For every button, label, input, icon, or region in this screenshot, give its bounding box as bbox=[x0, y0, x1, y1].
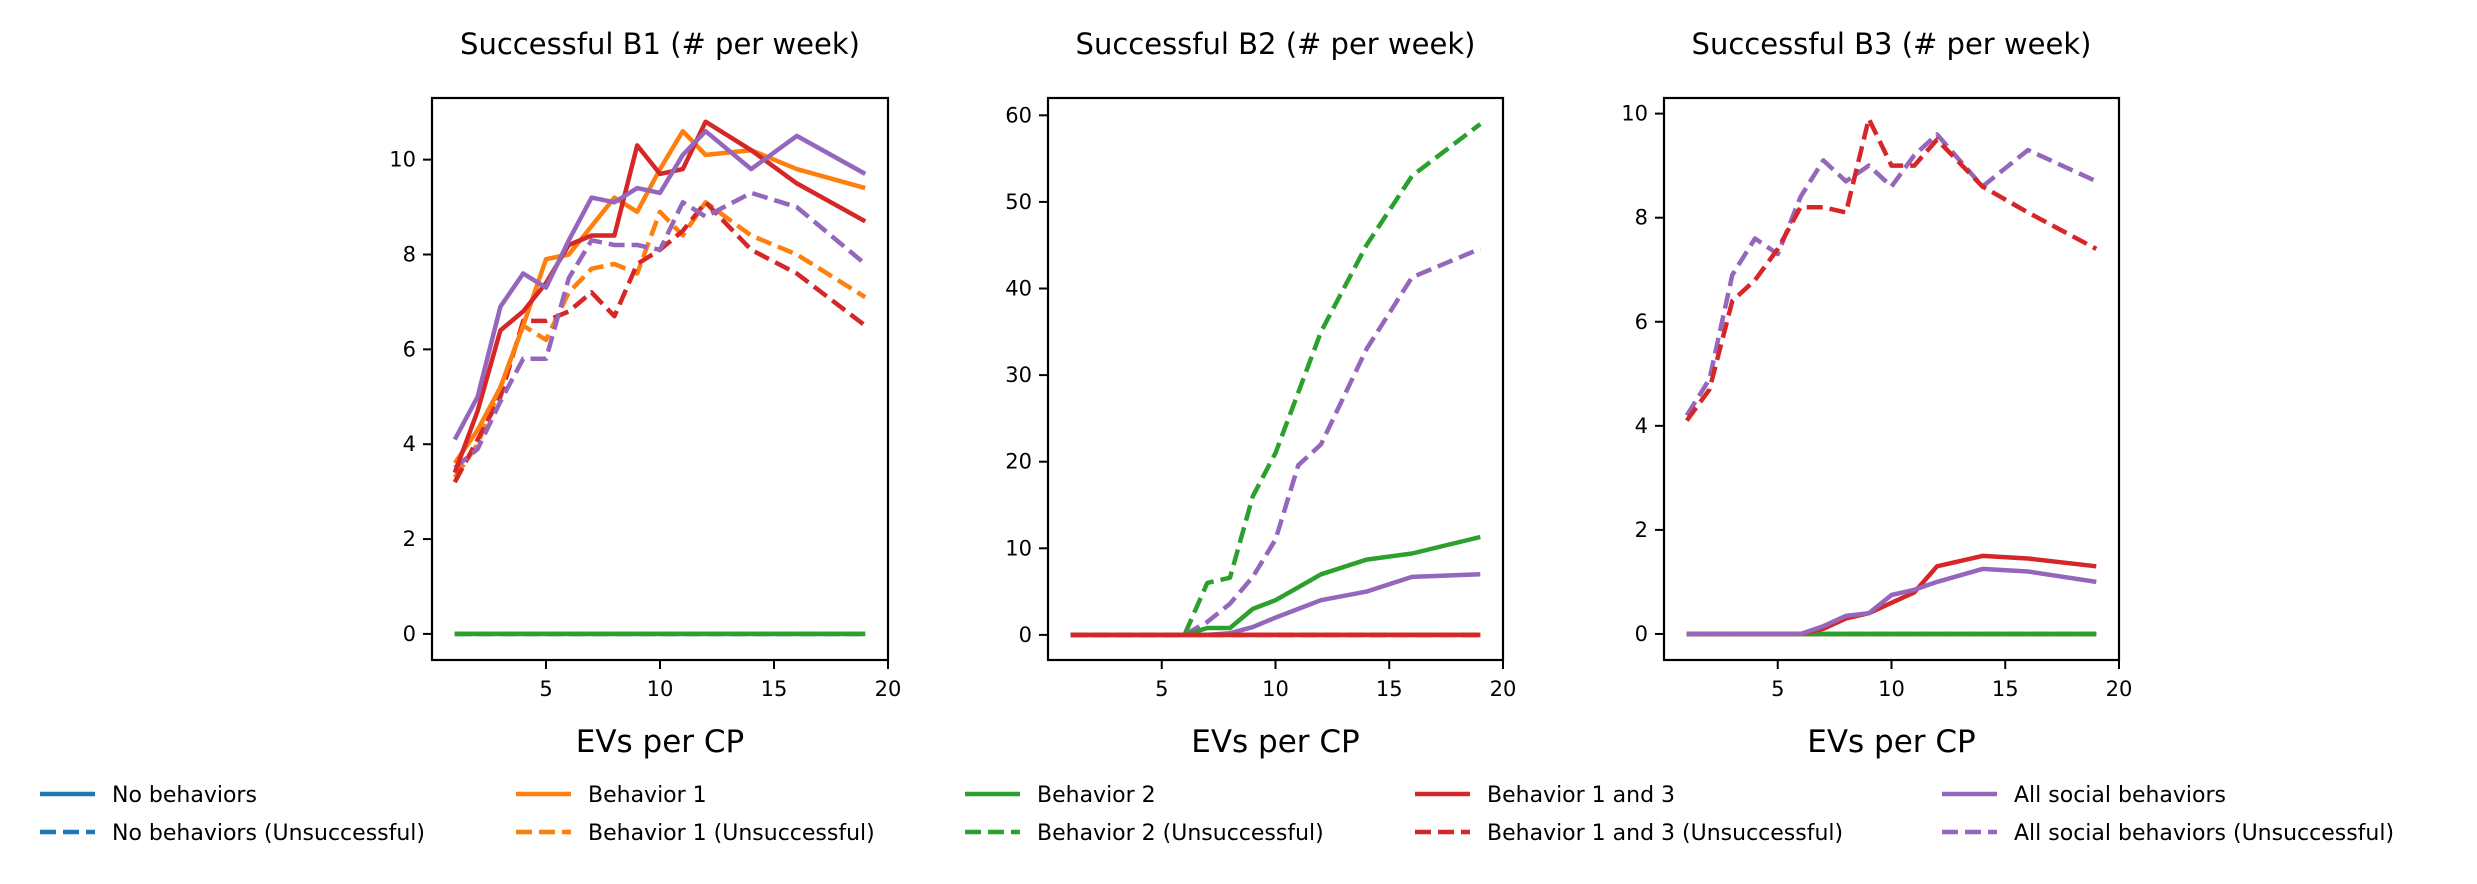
legend-label: All social behaviors bbox=[2014, 783, 2226, 808]
legend-label: Behavior 1 bbox=[588, 783, 707, 808]
x-tick-label: 5 bbox=[539, 677, 552, 701]
x-tick-label: 5 bbox=[1771, 677, 1784, 701]
series-line bbox=[1684, 116, 2098, 422]
y-tick-label: 20 bbox=[1005, 450, 1032, 474]
series-line bbox=[1686, 566, 2097, 637]
series-line bbox=[1684, 132, 2098, 417]
legend-item: Behavior 2 (Unsuccessful) bbox=[965, 821, 1324, 846]
axes-frame bbox=[430, 96, 890, 662]
series-line bbox=[1070, 122, 1482, 638]
legend-label: Behavior 1 and 3 bbox=[1487, 783, 1675, 808]
x-tick-label: 20 bbox=[1490, 677, 1517, 701]
y-tick-label: 8 bbox=[1635, 206, 1648, 230]
y-tick-label: 50 bbox=[1005, 190, 1032, 214]
y-tick-label: 10 bbox=[389, 148, 416, 172]
x-tick-label: 15 bbox=[761, 677, 788, 701]
legend-label: All social behaviors (Unsuccessful) bbox=[2014, 821, 2394, 846]
chart-panel-1: 5 10 15 20 0 2 4 6 8 10 Successful B1 (# per week)… bbox=[389, 27, 901, 760]
legend-label: No behaviors bbox=[112, 783, 257, 808]
legend-item: Behavior 2 bbox=[965, 783, 1156, 808]
y-tick-label: 6 bbox=[403, 337, 416, 361]
x-tick-label: 10 bbox=[1878, 677, 1905, 701]
y-tick-label: 0 bbox=[1635, 622, 1648, 646]
legend-label: Behavior 2 (Unsuccessful) bbox=[1037, 821, 1324, 846]
y-tick-label: 40 bbox=[1005, 277, 1032, 301]
y-tick-label: 2 bbox=[403, 527, 416, 551]
chart-title: Successful B3 (# per week) bbox=[1692, 27, 2092, 61]
x-tick-label: 20 bbox=[2106, 677, 2133, 701]
chart-panel-2: 5 10 15 20 0 10 20 30 40 50 60 Successful B2 (# per… bbox=[1005, 27, 1516, 760]
chart-title: Successful B1 (# per week) bbox=[460, 27, 860, 61]
x-axis-label: EVs per CP bbox=[576, 724, 745, 760]
y-tick-label: 6 bbox=[1635, 310, 1648, 334]
legend-label: Behavior 1 and 3 (Unsuccessful) bbox=[1487, 821, 1843, 846]
x-tick-label: 20 bbox=[875, 677, 902, 701]
x-tick-label: 10 bbox=[1262, 677, 1289, 701]
legend-item: Behavior 1 and 3 bbox=[1415, 783, 1675, 808]
series-lines bbox=[452, 119, 867, 637]
series-line bbox=[452, 128, 867, 441]
legend: No behaviors No behaviors (Unsuccessful) B… bbox=[40, 783, 2394, 846]
chart-title: Successful B2 (# per week) bbox=[1076, 27, 1476, 61]
series-line bbox=[1070, 534, 1481, 638]
legend-item: Behavior 1 (Unsuccessful) bbox=[516, 821, 875, 846]
series-line bbox=[453, 190, 867, 470]
series-lines bbox=[1070, 122, 1482, 638]
y-tick-label: 0 bbox=[403, 622, 416, 646]
y-tick-label: 10 bbox=[1005, 536, 1032, 560]
x-axis-label: EVs per CP bbox=[1191, 724, 1360, 760]
series-line bbox=[1070, 572, 1481, 638]
legend-item: No behaviors bbox=[40, 783, 257, 808]
y-tick-label: 10 bbox=[1621, 102, 1648, 126]
series-lines bbox=[1684, 116, 2098, 637]
y-tick-label: 0 bbox=[1019, 623, 1032, 647]
y-tick-label: 60 bbox=[1005, 103, 1032, 127]
y-tick-label: 2 bbox=[1635, 518, 1648, 542]
x-tick-label: 5 bbox=[1155, 677, 1168, 701]
x-tick-label: 10 bbox=[647, 677, 674, 701]
y-tick-label: 4 bbox=[1635, 414, 1648, 438]
legend-item: No behaviors (Unsuccessful) bbox=[40, 821, 425, 846]
legend-item: Behavior 1 bbox=[516, 783, 707, 808]
y-tick-label: 8 bbox=[403, 243, 416, 267]
legend-item: All social behaviors bbox=[1942, 783, 2226, 808]
x-tick-label: 15 bbox=[1992, 677, 2019, 701]
legend-label: Behavior 1 (Unsuccessful) bbox=[588, 821, 875, 846]
series-line bbox=[452, 128, 866, 465]
y-tick-label: 30 bbox=[1005, 363, 1032, 387]
x-axis-label: EVs per CP bbox=[1807, 724, 1976, 760]
legend-label: No behaviors (Unsuccessful) bbox=[112, 821, 425, 846]
chart-panel-3: 5 10 15 20 0 2 4 6 8 10 Successful B3 (# per week)… bbox=[1621, 27, 2132, 760]
x-tick-label: 15 bbox=[1376, 677, 1403, 701]
y-tick-label: 4 bbox=[403, 432, 416, 456]
legend-item: All social behaviors (Unsuccessful) bbox=[1942, 821, 2394, 846]
legend-item: Behavior 1 and 3 (Unsuccessful) bbox=[1415, 821, 1843, 846]
legend-label: Behavior 2 bbox=[1037, 783, 1156, 808]
series-line bbox=[452, 119, 867, 474]
